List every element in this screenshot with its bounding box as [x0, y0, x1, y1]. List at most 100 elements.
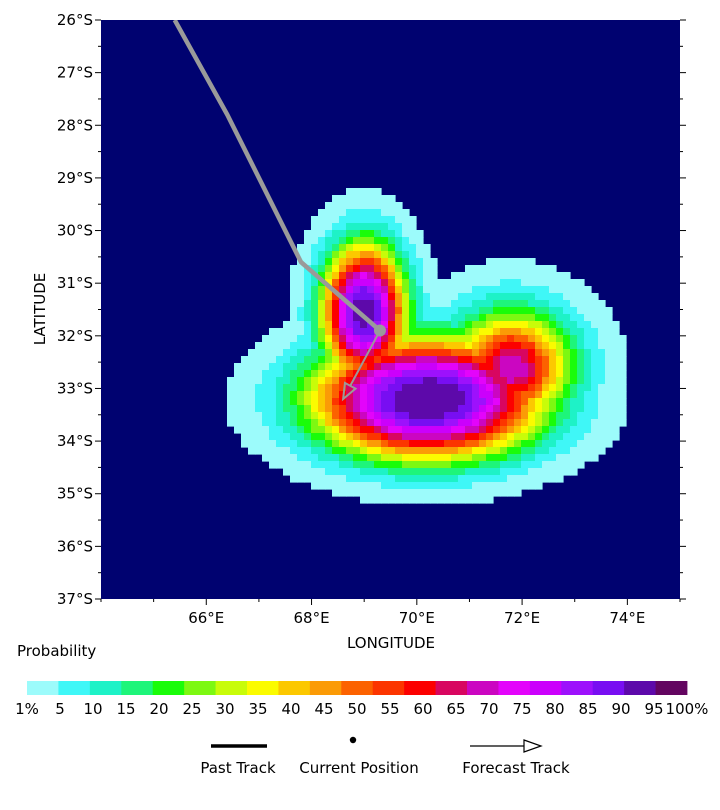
colorbar-swatch — [592, 681, 625, 695]
probability-cell — [416, 279, 424, 287]
probability-cell — [346, 433, 354, 441]
probability-cell — [479, 496, 487, 504]
colorbar-swatch — [467, 681, 499, 695]
probability-cell — [535, 482, 543, 490]
probability-cell — [318, 370, 326, 378]
probability-cell — [297, 356, 305, 364]
probability-cell — [563, 279, 571, 287]
probability-cell — [409, 496, 417, 504]
colorbar-label: 60 — [413, 700, 432, 718]
probability-cell — [325, 314, 333, 322]
probability-cell — [577, 356, 585, 364]
x-axis-title: LONGITUDE — [347, 634, 435, 652]
probability-cell — [234, 370, 242, 378]
probability-cell — [381, 412, 389, 420]
probability-cell — [339, 286, 347, 294]
probability-cell — [353, 454, 361, 462]
probability-cell — [479, 419, 487, 427]
probability-cell — [528, 468, 536, 476]
probability-cell — [563, 300, 571, 308]
probability-cell — [535, 356, 543, 364]
probability-cell — [318, 468, 326, 476]
lat-tick-label: 30°S — [57, 222, 93, 240]
probability-cell — [297, 440, 305, 448]
probability-cell — [339, 412, 347, 420]
probability-cell — [486, 265, 494, 273]
probability-cell — [248, 447, 256, 455]
probability-cell — [360, 468, 368, 476]
probability-cell — [290, 356, 298, 364]
probability-cell — [353, 419, 361, 427]
probability-cell — [248, 426, 256, 434]
probability-cell — [353, 321, 361, 329]
probability-cell — [465, 398, 473, 406]
probability-cell — [325, 426, 333, 434]
probability-cell — [325, 286, 333, 294]
probability-cell — [444, 307, 452, 315]
probability-cell — [311, 223, 319, 231]
probability-cell — [514, 342, 522, 350]
probability-cell — [227, 391, 235, 399]
probability-cell — [493, 489, 501, 497]
probability-cell — [500, 349, 508, 357]
probability-cell — [269, 363, 277, 371]
probability-cell — [353, 251, 361, 259]
probability-cell — [409, 356, 417, 364]
probability-cell — [395, 482, 403, 490]
probability-cell — [493, 433, 501, 441]
probability-cell — [528, 377, 536, 385]
probability-cell — [311, 433, 319, 441]
probability-cell — [570, 454, 578, 462]
probability-cell — [318, 307, 326, 315]
colorbar-label: 15 — [116, 700, 135, 718]
probability-cell — [360, 195, 368, 203]
probability-cell — [605, 335, 613, 343]
probability-cell — [500, 489, 508, 497]
probability-cell — [528, 258, 536, 266]
probability-cell — [332, 251, 340, 259]
probability-cell — [423, 335, 431, 343]
probability-cell — [304, 454, 312, 462]
probability-cell — [353, 440, 361, 448]
probability-cell — [444, 356, 452, 364]
probability-cell — [451, 314, 459, 322]
probability-cell — [584, 447, 592, 455]
probability-cell — [556, 377, 564, 385]
probability-cell — [514, 377, 522, 385]
probability-cell — [514, 286, 522, 294]
probability-cell — [612, 356, 620, 364]
probability-cell — [395, 426, 403, 434]
probability-cell — [479, 426, 487, 434]
probability-cell — [549, 335, 557, 343]
probability-cell — [591, 314, 599, 322]
probability-cell — [402, 377, 410, 385]
probability-cell — [269, 454, 277, 462]
probability-cell — [619, 370, 627, 378]
probability-cell — [472, 335, 480, 343]
probability-cell — [374, 251, 382, 259]
probability-cell — [514, 258, 522, 266]
probability-cell — [367, 419, 375, 427]
probability-cell — [367, 223, 375, 231]
probability-cell — [437, 398, 445, 406]
probability-cell — [311, 349, 319, 357]
probability-cell — [521, 349, 529, 357]
forecast-track-label: Forecast Track — [462, 759, 570, 777]
probability-cell — [269, 377, 277, 385]
probability-cell — [535, 363, 543, 371]
probability-cell — [458, 447, 466, 455]
probability-cell — [346, 377, 354, 385]
probability-cell — [367, 188, 375, 196]
probability-cell — [479, 286, 487, 294]
probability-cell — [493, 300, 501, 308]
probability-cell — [325, 349, 333, 357]
probability-cell — [374, 244, 382, 252]
probability-cell — [360, 391, 368, 399]
probability-cell — [402, 496, 410, 504]
probability-cell — [297, 342, 305, 350]
probability-cell — [325, 321, 333, 329]
probability-cell — [409, 482, 417, 490]
probability-cell — [500, 468, 508, 476]
probability-cell — [514, 335, 522, 343]
probability-cell — [374, 307, 382, 315]
